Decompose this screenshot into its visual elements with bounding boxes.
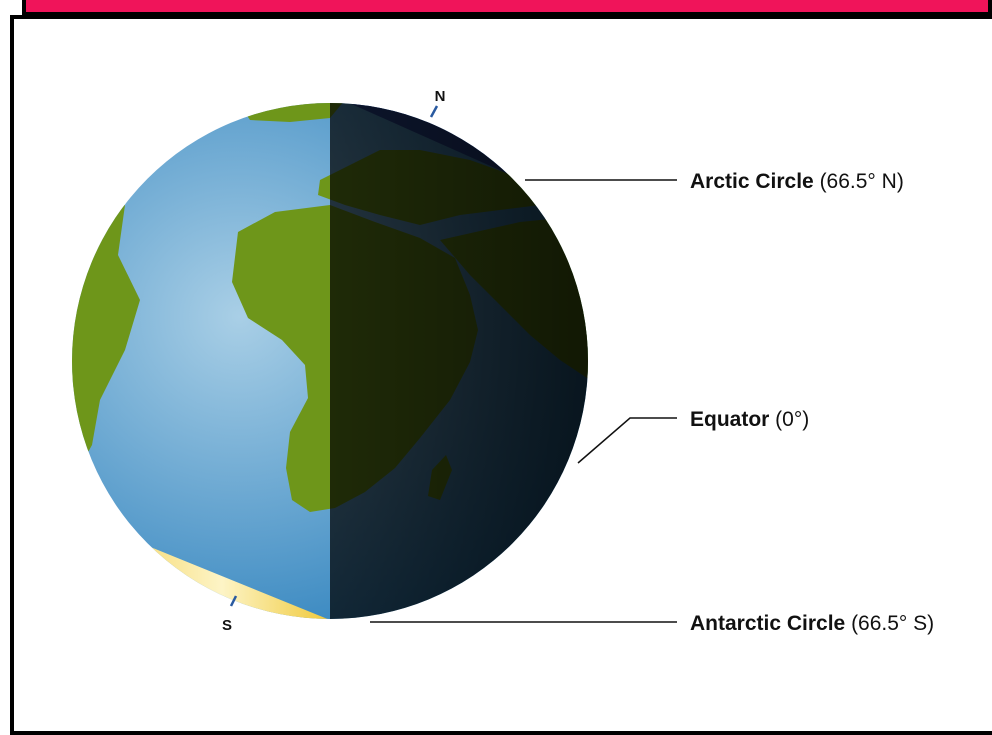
north-pole-label: N <box>435 88 446 105</box>
earth-diagram: N S Arctic Circle (66.5° N) Equator (0°)… <box>72 88 934 635</box>
title-banner <box>22 0 992 16</box>
arctic-circle-label: Arctic Circle (66.5° N) <box>690 170 904 193</box>
antarctic-circle-name: Antarctic Circle <box>690 612 845 635</box>
south-pole-tick <box>229 595 238 607</box>
arctic-circle-name: Arctic Circle <box>690 170 814 193</box>
equator-leader-line <box>577 417 677 464</box>
equator-value: (0°) <box>769 408 809 431</box>
arctic-circle-value: (66.5° N) <box>814 170 904 193</box>
north-pole-tick <box>429 105 439 118</box>
equator-name: Equator <box>690 408 769 431</box>
antarctic-circle-value: (66.5° S) <box>845 612 934 635</box>
equator-label: Equator (0°) <box>690 408 809 431</box>
earth-globe-icon <box>72 103 588 619</box>
south-pole-label: S <box>222 617 232 634</box>
night-side-shadow <box>330 103 588 619</box>
antarctic-circle-label: Antarctic Circle (66.5° S) <box>690 612 934 635</box>
